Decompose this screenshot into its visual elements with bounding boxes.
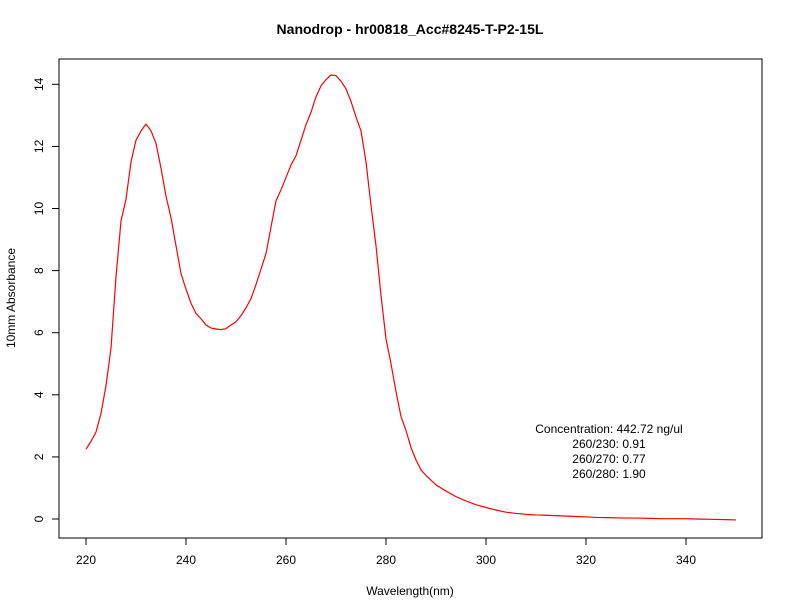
y-tick-label: 8 xyxy=(32,267,46,274)
y-tick-label: 2 xyxy=(32,453,46,460)
x-tick-label: 220 xyxy=(76,553,96,567)
annotation-line: 260/280: 1.90 xyxy=(572,467,646,481)
y-tick-label: 4 xyxy=(32,391,46,398)
y-tick-label: 14 xyxy=(32,77,46,91)
y-axis: 0 2 4 6 8 10 12 14 xyxy=(32,77,60,522)
plot-area-frame xyxy=(58,58,763,539)
y-tick-label: 6 xyxy=(32,329,46,336)
absorbance-line xyxy=(85,74,737,521)
x-tick-label: 300 xyxy=(476,553,496,567)
x-tick-label: 260 xyxy=(276,553,296,567)
x-tick-label: 340 xyxy=(676,553,696,567)
x-tick-label: 280 xyxy=(376,553,396,567)
y-tick-label: 10 xyxy=(32,202,46,216)
series-layer xyxy=(85,74,737,521)
chart-title: Nanodrop - hr00818_Acc#8245-T-P2-15L xyxy=(277,21,544,37)
x-tick-label: 320 xyxy=(576,553,596,567)
annotation-line: Concentration: 442.72 ng/ul xyxy=(535,422,682,436)
x-axis-label: Wavelength(nm) xyxy=(366,584,454,598)
x-axis: 220 240 260 280 300 320 340 xyxy=(76,537,696,567)
y-tick-label: 12 xyxy=(32,139,46,153)
y-axis-label: 10mm Absorbance xyxy=(4,248,18,348)
annotation-line: 260/270: 0.77 xyxy=(572,452,646,466)
annotation-line: 260/230: 0.91 xyxy=(572,437,646,451)
x-tick-label: 240 xyxy=(176,553,196,567)
y-tick-label: 0 xyxy=(32,515,46,522)
